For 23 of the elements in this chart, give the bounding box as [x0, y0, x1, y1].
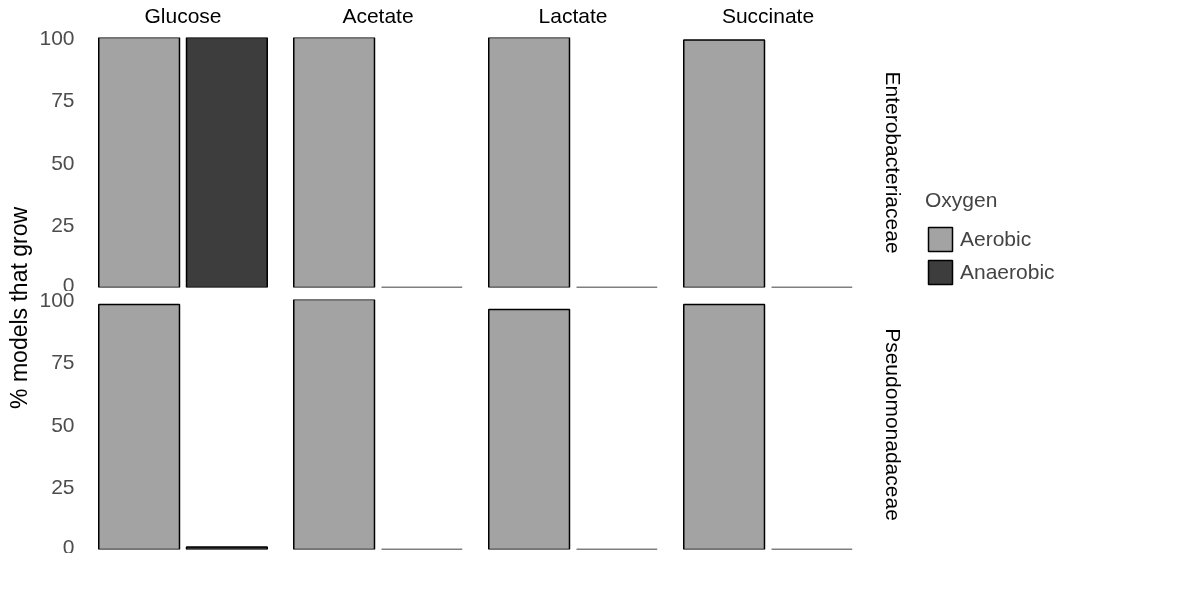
- legend-title: Oxygen: [925, 188, 999, 212]
- y2-axis-title: Enterobacteriaceae: [882, 71, 905, 254]
- y-axis-title: % models that grow: [5, 206, 32, 409]
- y-tick-label: 75: [51, 350, 75, 373]
- x-tick-label: Succinate: [721, 3, 815, 27]
- y-tick-label: 0: [62, 534, 75, 558]
- legend-label: Aerobic: [960, 227, 1032, 251]
- bar: [293, 299, 376, 550]
- y-tick-label: 75: [51, 88, 75, 111]
- legend-label: Anaerobic: [960, 260, 1055, 284]
- y-tick-label: 100: [39, 25, 75, 49]
- bar: [98, 303, 181, 550]
- bar: [185, 546, 268, 550]
- x-tick-label: Acetate: [342, 3, 414, 27]
- bar: [488, 308, 571, 550]
- y2-axis-title: Pseudomonadaceae: [882, 328, 905, 521]
- y-tick-label: 25: [51, 475, 75, 498]
- y-tick-label: 25: [51, 213, 75, 236]
- x-tick-label: Lactate: [538, 3, 608, 27]
- y-tick-label: 50: [51, 150, 75, 174]
- x-tick-label: Glucose: [144, 3, 222, 27]
- bar: [683, 303, 766, 550]
- y-tick-label: 50: [51, 412, 75, 436]
